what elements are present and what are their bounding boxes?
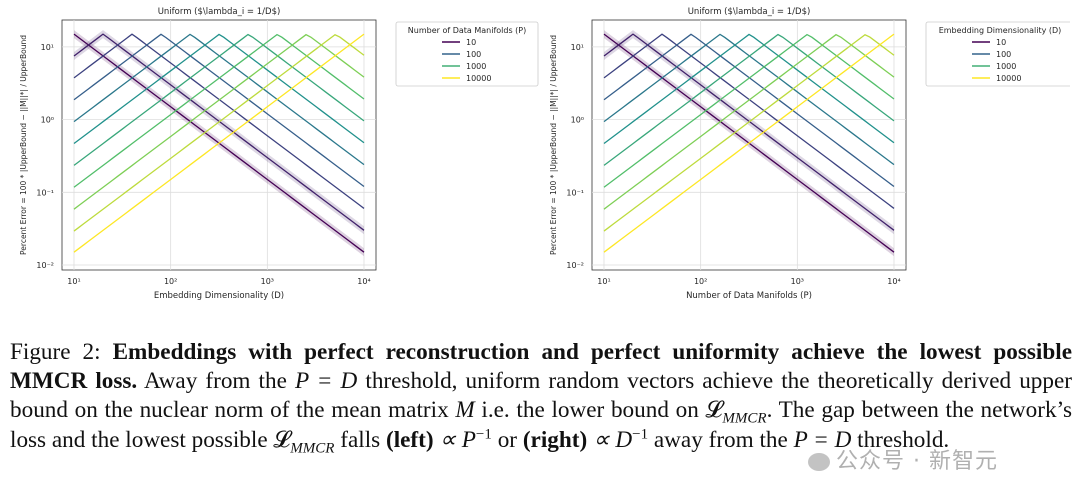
y-tick-label: 10¹ (571, 43, 584, 52)
y-axis-label: Percent Error = 100 * |UpperBound − ||M|… (19, 35, 28, 255)
series-line (73, 33, 365, 166)
x-tick-label: 10³ (791, 277, 804, 286)
legend-box (395, 21, 539, 87)
y-tick-label: 10⁻¹ (566, 188, 584, 197)
legend-entry: 10000 (996, 74, 1021, 83)
y-tick-label: 10⁰ (571, 116, 584, 125)
legend-entry: 10 (996, 38, 1006, 47)
legend-entry: 100 (466, 50, 481, 59)
series-group (73, 30, 365, 257)
x-tick-label: 10¹ (597, 277, 610, 286)
y-tick-label: 10⁰ (41, 116, 54, 125)
chart-title: Uniform ($\lambda_i = 1/D$) (158, 7, 281, 17)
series-line (73, 33, 365, 188)
x-tick-label: 10⁴ (887, 277, 900, 286)
y-tick-label: 10⁻¹ (36, 188, 54, 197)
series-group (603, 30, 895, 257)
series-line (73, 34, 365, 232)
legend-title: Embedding Dimensionality (D) (939, 26, 1062, 35)
series-line (73, 33, 365, 253)
legend-entry: 1000 (466, 62, 486, 71)
x-tick-label: 10² (694, 277, 707, 286)
plot-area (591, 19, 907, 271)
y-tick-label: 10⁻² (566, 261, 584, 270)
y-tick-label: 10⁻² (36, 261, 54, 270)
legend-box (925, 21, 1070, 87)
series-line (603, 33, 895, 166)
series-line (603, 33, 895, 188)
x-tick-label: 10¹ (67, 277, 80, 286)
figure-caption: Figure 2: Embeddings with perfect recons… (10, 339, 1073, 457)
legend-entry: 10000 (466, 74, 491, 83)
legend-entry: 100 (996, 50, 1011, 59)
x-tick-label: 10² (164, 277, 177, 286)
x-axis-label: Embedding Dimensionality (D) (154, 291, 284, 301)
chart-left: 10¹ 10² 10³ 10⁴ 10⁻² 10⁻¹ 10⁰ 10¹ Uniform ($\lam… (19, 7, 539, 301)
series-line (603, 34, 895, 232)
caption-bold-title: Embeddings with perfect reconstruction a… (10, 339, 1072, 395)
series-line (603, 33, 895, 145)
series-line (73, 33, 365, 210)
y-axis-label: Percent Error = 100 * |UpperBound − ||M|… (549, 35, 558, 255)
watermark: 公众号 · 新智元 (808, 443, 998, 475)
x-axis-label: Number of Data Manifolds (P) (686, 291, 812, 301)
x-tick-label: 10⁴ (357, 277, 370, 286)
series-line (603, 33, 895, 253)
series-line (73, 33, 365, 145)
series-line (603, 33, 895, 210)
caption-label: Figure 2: (10, 339, 101, 365)
y-tick-label: 10¹ (41, 43, 54, 52)
plot-area (61, 19, 377, 271)
legend-title: Number of Data Manifolds (P) (408, 26, 526, 35)
chart-title: Uniform ($\lambda_i = 1/D$) (688, 7, 811, 17)
wechat-logo-icon (808, 453, 830, 471)
x-tick-label: 10³ (261, 277, 274, 286)
legend-entry: 1000 (996, 62, 1016, 71)
legend-entry: 10 (466, 38, 476, 47)
chart-right: 10¹ 10² 10³ 10⁴ 10⁻² 10⁻¹ 10⁰ 10¹ Uniform ($\lam… (549, 7, 1070, 301)
